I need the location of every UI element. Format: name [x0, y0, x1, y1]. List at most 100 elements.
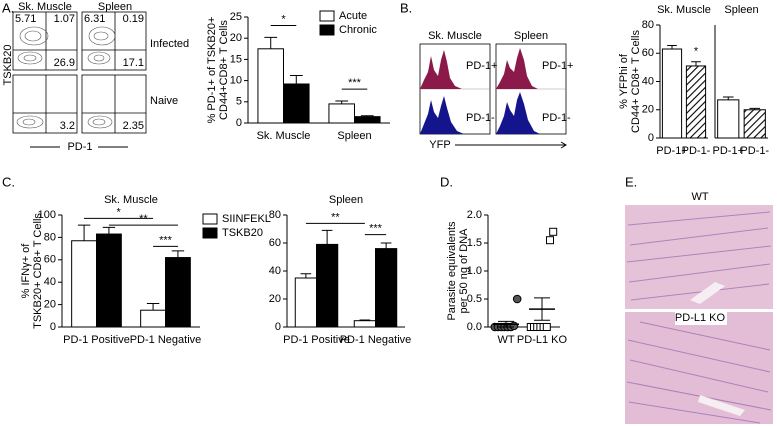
y-tick-label: 0 [50, 321, 56, 333]
y-axis-label: per 50 ng of DNA [458, 228, 470, 314]
x-tick-label: PD-1- [740, 145, 769, 157]
y-tick-label: 80 [269, 209, 281, 221]
significance-label: *** [348, 77, 362, 89]
x-tick-label: PD-1 Negative [340, 334, 412, 346]
significance-label: * [694, 45, 699, 57]
error-bar [722, 96, 734, 100]
y-tick-label: 0 [236, 117, 242, 129]
column-header: Sk. Muscle [428, 30, 482, 42]
axis-label: YFP [429, 139, 450, 151]
image-label: WT [691, 191, 708, 203]
panel-label: E. [625, 174, 637, 189]
error-bar [77, 224, 91, 241]
y-tick-label: 80 [44, 231, 56, 243]
quadrant-value: 2.35 [123, 120, 144, 132]
bar [328, 103, 356, 124]
y-tick-label: 0.5 [467, 293, 482, 305]
error-bar [360, 115, 374, 117]
axis-label: PD-1 [67, 141, 92, 153]
x-tick-label: PD-1 Positive [63, 334, 130, 346]
x-tick-label: Spleen [337, 130, 371, 142]
row-label: Naive [150, 95, 178, 107]
x-tick-label: PD-1 Negative [130, 334, 202, 346]
data-point [512, 294, 522, 304]
bar [165, 257, 191, 328]
panel-label: D. [440, 174, 453, 189]
flow-plots [12, 11, 147, 134]
error-bar [146, 302, 160, 311]
gate-label: PD-1+ [466, 60, 498, 72]
histology-images [625, 205, 773, 424]
bar [661, 48, 683, 139]
legend-swatch [202, 213, 218, 225]
column-header: Spleen [98, 1, 132, 13]
error-bar [300, 273, 312, 278]
legend-label: TSKB20 [222, 227, 263, 239]
quadrant-value: 26.9 [54, 57, 75, 69]
x-tick-label: PD-1+ [713, 145, 745, 157]
histogram-plots [419, 43, 567, 135]
y-tick-label: 0.0 [467, 321, 482, 333]
significance-label: *** [159, 234, 173, 246]
legend-swatch [202, 227, 218, 239]
error-bar [359, 319, 371, 321]
bar [354, 116, 381, 124]
error-bar [335, 100, 349, 104]
y-tick-label: 1.5 [467, 237, 482, 249]
significance-label: * [281, 13, 286, 25]
bar [743, 109, 766, 139]
y-tick-label: 1.0 [467, 265, 482, 277]
y-axis-label: % YFPhi of [618, 53, 630, 109]
y-tick-label: 0 [275, 321, 281, 333]
error-bar [264, 36, 278, 49]
error-bar [102, 226, 116, 235]
panel-label: C. [2, 174, 15, 189]
bar [294, 277, 318, 328]
bar [685, 65, 707, 139]
x-tick-label: WT [497, 334, 514, 346]
y-tick-label: 100 [38, 209, 56, 221]
chart-title: Spleen [724, 4, 758, 16]
significance-label: *** [369, 223, 383, 235]
x-tick-label: Sk. Muscle [257, 130, 311, 142]
axis-label: TSKB20 [2, 45, 14, 86]
y-axis-label: CD44+CD8+ T Cells [218, 20, 230, 120]
significance-label: ** [331, 211, 340, 223]
panel-label: A. [2, 0, 14, 15]
y-tick-label: 10 [230, 75, 242, 87]
quadrant-value: 0.19 [123, 13, 144, 25]
y-tick-label: 60 [642, 47, 654, 59]
y-axis-label: % IFNγ+ of [20, 243, 32, 299]
legend-label: Acute [339, 10, 367, 22]
y-tick-label: 15 [230, 53, 242, 65]
bar [717, 99, 740, 139]
error-bar [171, 250, 185, 258]
image-label: PD-L1 KO [675, 312, 726, 324]
gate-label: PD-1- [542, 112, 571, 124]
data-point [542, 323, 551, 331]
y-axis-label: CD44+ CD8+ T Cells [630, 30, 642, 133]
bar [283, 83, 310, 124]
y-tick-label: 40 [44, 276, 56, 288]
y-tick-label: 0 [648, 132, 654, 144]
legend-swatch [319, 10, 335, 22]
y-tick-label: 80 [642, 19, 654, 31]
y-axis-label: % PD-1+ of TSKB20+ [206, 17, 218, 124]
quadrant-value: 3.2 [60, 120, 75, 132]
gate-label: PD-1- [466, 112, 495, 124]
bar [316, 243, 339, 328]
column-header: Sk. Muscle [18, 1, 72, 13]
column-header: Spleen [514, 30, 548, 42]
bar [96, 233, 122, 328]
data-point [549, 227, 558, 236]
y-tick-label: 60 [269, 237, 281, 249]
axis-arrow [455, 141, 567, 149]
y-tick-label: 40 [642, 75, 654, 87]
y-tick-label: 2.0 [467, 209, 482, 221]
y-tick-label: 25 [230, 11, 242, 23]
quadrant-value: 1.07 [54, 13, 75, 25]
quadrant-value: 17.1 [123, 57, 144, 69]
error-bar [534, 297, 550, 321]
bar [257, 48, 285, 124]
